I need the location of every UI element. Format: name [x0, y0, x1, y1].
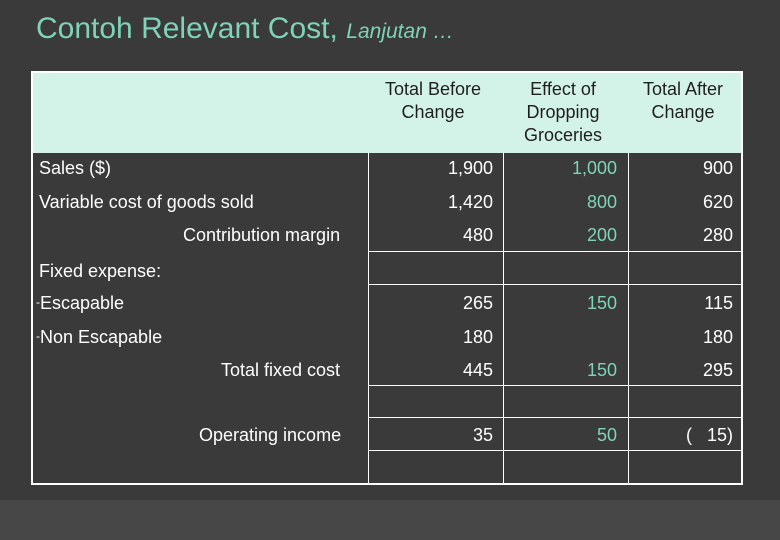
row-label-variable-cost: Variable cost of goods sold	[39, 192, 254, 212]
row-label-non-escapable-text: Non Escapable	[40, 327, 163, 347]
slide-title-subtitle: Lanjutan …	[346, 20, 454, 43]
row-label-fixed-expense: Fixed expense:	[39, 261, 162, 281]
grid-line	[368, 153, 369, 485]
grid-line	[503, 153, 504, 485]
grid-line	[368, 450, 741, 451]
total-fixed-before: 445	[462, 360, 493, 380]
header-line: Dropping	[526, 102, 600, 122]
vcogs-before: 1,420	[447, 192, 493, 212]
table-header-band	[33, 73, 741, 153]
row-label-operating-income: Operating income	[199, 425, 342, 445]
slide-title-main: Contoh Relevant Cost,	[36, 12, 338, 45]
bullet-dash: -	[36, 295, 40, 309]
total-fixed-effect: 150	[586, 360, 617, 380]
escapable-after: 115	[704, 293, 733, 313]
non-escapable-after: 180	[702, 327, 733, 347]
slide-title: Contoh Relevant Cost, Lanjutan …	[36, 12, 454, 46]
sales-effect: 1,000	[571, 158, 617, 178]
operating-income-before: 35	[472, 425, 493, 445]
row-label-contribution-margin: Contribution margin	[183, 225, 341, 245]
row-label-escapable-text: Escapable	[40, 293, 125, 313]
escapable-effect: 150	[586, 293, 617, 313]
row-label-sales: Sales ($)	[39, 158, 112, 178]
sales-before: 1,900	[447, 158, 493, 178]
grid-line	[368, 284, 741, 285]
column-header-effect-of-dropping: Effect of Dropping Groceries	[498, 78, 628, 147]
grid-line	[368, 385, 741, 386]
sales-after: 900	[702, 158, 733, 178]
non-escapable-before: 180	[462, 327, 493, 347]
vcogs-effect: 800	[586, 192, 617, 212]
header-line: Change	[651, 102, 715, 122]
header-line: Total After	[642, 79, 724, 99]
row-label-escapable: -Escapable	[36, 292, 124, 316]
relevant-cost-table: Total Before Change Effect of Dropping G…	[31, 71, 743, 485]
vcogs-after: 620	[702, 192, 733, 212]
bottom-band	[0, 500, 780, 540]
row-label-non-escapable: -Non Escapable	[36, 326, 162, 350]
cm-effect: 200	[586, 225, 617, 245]
bullet-dash: -	[36, 329, 40, 343]
escapable-before: 265	[462, 293, 493, 313]
grid-line	[368, 251, 741, 252]
header-line: Groceries	[523, 125, 603, 145]
header-line: Total Before	[384, 79, 482, 99]
total-fixed-after: 295	[702, 360, 733, 380]
header-line: Change	[401, 102, 465, 122]
column-header-total-after: Total After Change	[623, 78, 743, 124]
operating-income-after: ( 15)	[685, 425, 733, 445]
header-line: Effect of	[530, 79, 596, 99]
operating-income-effect: 50	[596, 425, 617, 445]
grid-line	[368, 417, 741, 418]
column-header-total-before: Total Before Change	[368, 78, 498, 124]
cm-before: 480	[462, 225, 493, 245]
row-label-total-fixed-cost: Total fixed cost	[221, 360, 341, 380]
cm-after: 280	[702, 225, 733, 245]
grid-line	[628, 153, 629, 485]
